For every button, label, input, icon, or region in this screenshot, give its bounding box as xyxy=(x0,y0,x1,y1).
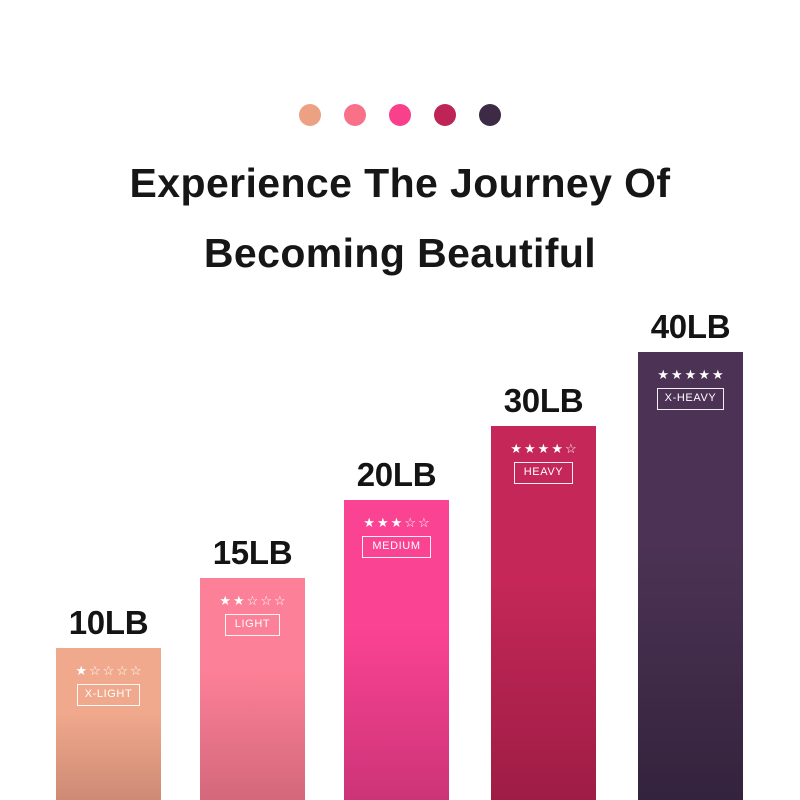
dot-medium xyxy=(389,104,411,126)
star-rating: ★ ★ ★ ★ ★ xyxy=(657,368,723,381)
color-swatch-dots xyxy=(0,104,800,126)
bar-weight-label: 40LB xyxy=(650,308,731,345)
tier-badge: MEDIUM xyxy=(362,536,431,558)
star-empty-icon: ☆ xyxy=(273,593,286,608)
tier-badge: X-LIGHT xyxy=(76,684,141,706)
tier-badge: HEAVY xyxy=(513,462,574,484)
star-rating: ★ ★ ☆ ☆ ☆ xyxy=(219,594,285,607)
bar-column: ★ ★ ★ ★ ☆ HEAVY xyxy=(491,426,596,800)
star-empty-icon: ☆ xyxy=(404,515,416,530)
page-title-line-1: Experience The Journey Of xyxy=(129,160,671,206)
star-filled-icon: ★ xyxy=(537,441,550,456)
bar-content: ★ ★ ★ ☆ ☆ MEDIUM xyxy=(344,500,449,558)
star-filled-icon: ★ xyxy=(551,441,563,456)
star-empty-icon: ☆ xyxy=(102,663,115,678)
star-empty-icon: ☆ xyxy=(89,663,101,678)
star-filled-icon: ★ xyxy=(510,441,523,456)
bar-weight-label: 20LB xyxy=(356,456,437,493)
bar-column: ★ ☆ ☆ ☆ ☆ X-LIGHT xyxy=(56,648,161,800)
star-filled-icon: ★ xyxy=(671,367,683,382)
bar-content: ★ ★ ★ ★ ☆ HEAVY xyxy=(491,426,596,484)
page-title: Experience The Journey Of Becoming Beaut… xyxy=(0,148,800,288)
bar-group-heavy[interactable]: 30LB ★ ★ ★ ★ ☆ HEAVY xyxy=(491,382,596,800)
star-empty-icon: ☆ xyxy=(246,593,259,608)
bar-weight-label: 10LB xyxy=(68,604,149,641)
star-filled-icon: ★ xyxy=(363,515,376,530)
star-empty-icon: ☆ xyxy=(417,515,430,530)
star-rating: ★ ☆ ☆ ☆ ☆ xyxy=(75,664,141,677)
bar-group-medium[interactable]: 20LB ★ ★ ★ ☆ ☆ MEDIUM xyxy=(344,456,449,800)
page-title-line-2: Becoming Beautiful xyxy=(203,230,597,276)
star-filled-icon: ★ xyxy=(233,593,245,608)
star-filled-icon: ★ xyxy=(711,367,724,382)
star-filled-icon: ★ xyxy=(698,367,710,382)
bar-group-light[interactable]: 15LB ★ ★ ☆ ☆ ☆ LIGHT xyxy=(200,534,305,800)
star-empty-icon: ☆ xyxy=(116,663,128,678)
star-filled-icon: ★ xyxy=(377,515,389,530)
bar-column: ★ ★ ★ ☆ ☆ MEDIUM xyxy=(344,500,449,800)
bar-weight-label: 15LB xyxy=(212,534,293,571)
star-empty-icon: ☆ xyxy=(129,663,142,678)
bar-column: ★ ★ ☆ ☆ ☆ LIGHT xyxy=(200,578,305,800)
star-empty-icon: ☆ xyxy=(260,593,272,608)
dot-x-heavy xyxy=(479,104,501,126)
star-rating: ★ ★ ★ ☆ ☆ xyxy=(363,516,429,529)
star-filled-icon: ★ xyxy=(657,367,670,382)
bar-weight-label: 30LB xyxy=(503,382,584,419)
tier-badge: LIGHT xyxy=(224,614,281,636)
tier-badge: X-HEAVY xyxy=(656,388,725,410)
dot-x-light xyxy=(299,104,321,126)
star-filled-icon: ★ xyxy=(524,441,536,456)
star-filled-icon: ★ xyxy=(390,515,403,530)
bar-group-x-light[interactable]: 10LB ★ ☆ ☆ ☆ ☆ X-LIGHT xyxy=(56,604,161,800)
star-filled-icon: ★ xyxy=(75,663,88,678)
bar-group-x-heavy[interactable]: 40LB ★ ★ ★ ★ ★ X-HEAVY xyxy=(638,308,743,800)
bar-column: ★ ★ ★ ★ ★ X-HEAVY xyxy=(638,352,743,800)
bar-content: ★ ★ ☆ ☆ ☆ LIGHT xyxy=(200,578,305,636)
star-rating: ★ ★ ★ ★ ☆ xyxy=(510,442,576,455)
star-filled-icon: ★ xyxy=(684,367,697,382)
dot-heavy xyxy=(434,104,456,126)
dot-light xyxy=(344,104,366,126)
star-empty-icon: ☆ xyxy=(564,441,577,456)
bar-content: ★ ★ ★ ★ ★ X-HEAVY xyxy=(638,352,743,410)
star-filled-icon: ★ xyxy=(219,593,232,608)
bar-content: ★ ☆ ☆ ☆ ☆ X-LIGHT xyxy=(56,648,161,706)
